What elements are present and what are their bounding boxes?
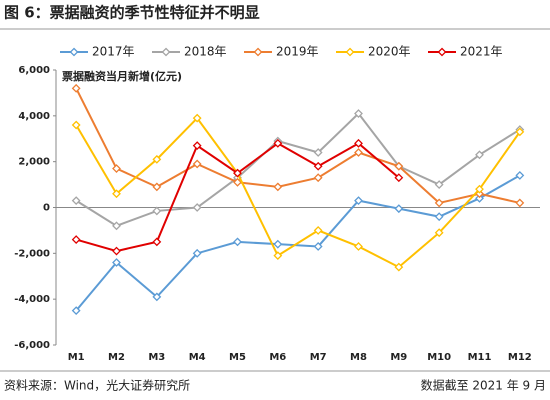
y-tick-label: 2,000 <box>18 157 50 168</box>
legend-marker <box>437 47 447 57</box>
y-tick-label: -4,000 <box>14 294 50 305</box>
point <box>394 262 404 272</box>
point <box>354 138 363 148</box>
point <box>233 168 242 178</box>
legend-marker <box>69 47 79 57</box>
x-tick-label: M8 <box>350 352 367 363</box>
point <box>354 196 363 206</box>
point <box>152 206 162 216</box>
point <box>71 235 81 245</box>
x-tick-label: M10 <box>427 352 451 363</box>
note: 数据截至 2021 年 9 月 <box>421 378 546 393</box>
y-tick-label: 6,000 <box>18 65 50 76</box>
series-line <box>75 112 521 227</box>
point <box>354 148 363 157</box>
point <box>313 242 323 251</box>
legend-marker <box>345 47 355 57</box>
point <box>313 173 323 183</box>
x-tick-label: M1 <box>68 352 85 363</box>
point <box>71 196 81 206</box>
point <box>354 242 363 251</box>
series-line <box>75 116 521 269</box>
x-tick-label: M6 <box>269 352 286 363</box>
y-tick-label: 0 <box>43 203 50 214</box>
point <box>394 204 404 214</box>
point <box>152 154 162 164</box>
x-tick-label: M9 <box>390 352 407 363</box>
point <box>71 306 81 316</box>
point <box>71 83 81 93</box>
point <box>192 141 202 151</box>
x-tick-label: M5 <box>229 352 246 363</box>
point <box>152 182 162 192</box>
point <box>394 173 404 183</box>
x-tick-label: M2 <box>108 352 125 363</box>
chart-title: 图 6：票据融资的季节性特征并不明显 <box>4 4 260 22</box>
point <box>273 239 283 249</box>
point <box>354 109 363 118</box>
point <box>273 251 283 261</box>
point <box>313 161 323 171</box>
point <box>192 159 202 169</box>
legend-label: 2020年 <box>368 45 411 59</box>
legend-label: 2018年 <box>184 45 227 59</box>
x-tick-label: M4 <box>189 352 206 363</box>
y-tick-label: 4,000 <box>18 111 50 122</box>
x-tick-label: M7 <box>310 352 327 363</box>
point <box>394 161 404 171</box>
x-tick-label: M3 <box>148 352 165 363</box>
point <box>313 225 323 235</box>
point <box>273 182 283 192</box>
legend-label: 2021年 <box>460 45 503 59</box>
point <box>434 198 444 208</box>
legend-marker <box>161 47 171 57</box>
x-tick-label: M11 <box>468 352 492 363</box>
series-line <box>75 174 521 312</box>
point <box>192 248 202 258</box>
point <box>434 180 444 190</box>
point <box>313 148 323 157</box>
point <box>233 177 242 187</box>
point <box>112 221 121 231</box>
point <box>71 120 81 130</box>
point <box>475 150 484 160</box>
point <box>515 127 525 137</box>
point <box>152 292 162 302</box>
legend-marker <box>253 47 263 57</box>
legend-label: 2017年 <box>92 45 135 59</box>
point <box>434 228 444 238</box>
y-axis-label: 票据融资当月新增(亿元) <box>62 69 182 83</box>
point <box>112 164 121 173</box>
y-tick-label: -6,000 <box>14 340 50 351</box>
point <box>112 189 121 199</box>
point <box>515 198 525 208</box>
point <box>112 246 121 256</box>
y-tick-label: -2,000 <box>14 248 50 259</box>
legend-label: 2019年 <box>276 45 319 59</box>
point <box>273 138 283 148</box>
point <box>515 170 525 180</box>
series-line <box>75 87 521 205</box>
point <box>233 237 242 247</box>
point <box>475 193 484 203</box>
x-tick-label: M12 <box>508 352 532 363</box>
point <box>475 184 484 194</box>
point <box>434 212 444 222</box>
point <box>192 203 202 212</box>
point <box>152 237 162 247</box>
point <box>112 258 121 267</box>
series-line <box>75 142 400 253</box>
source: 资料来源：Wind，光大证券研究所 <box>4 378 190 393</box>
point <box>192 113 202 123</box>
